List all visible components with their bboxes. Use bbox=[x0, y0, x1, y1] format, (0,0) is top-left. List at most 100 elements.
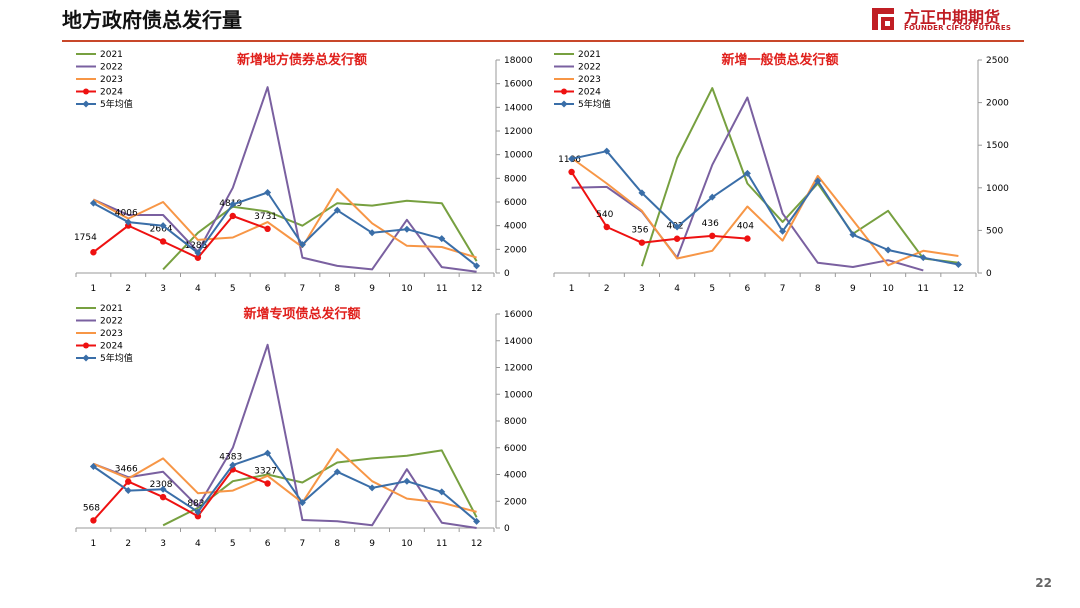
chart-title: 新增专项债总发行额 bbox=[243, 306, 360, 322]
y-tick-label: 10000 bbox=[504, 390, 533, 400]
data-label-2024: 1285 bbox=[184, 241, 207, 251]
x-tick-label: 7 bbox=[780, 284, 786, 294]
legend-item-2024: 2024 bbox=[76, 342, 123, 352]
legend-marker bbox=[83, 88, 89, 95]
data-label-2024: 568 bbox=[83, 503, 100, 513]
y-tick-label: 0 bbox=[504, 269, 510, 279]
data-point-2024 bbox=[159, 238, 167, 245]
legend-item-2022: 2022 bbox=[554, 63, 601, 73]
data-label-2024: 356 bbox=[631, 226, 648, 236]
y-tick-label: 500 bbox=[986, 226, 1003, 236]
data-point-5yr-avg bbox=[194, 508, 202, 516]
x-tick-label: 10 bbox=[401, 284, 413, 294]
series-line-2024 bbox=[92, 215, 268, 259]
series-line-2024 bbox=[92, 468, 268, 522]
data-point-5yr-avg bbox=[368, 229, 376, 237]
data-point-2024 bbox=[229, 212, 236, 220]
series-line-2022 bbox=[92, 86, 477, 273]
page-title: 地方政府债总发行量 bbox=[62, 8, 242, 32]
legend-label: 2021 bbox=[100, 304, 123, 314]
data-point-5yr-avg bbox=[403, 477, 411, 485]
legend-label: 2024 bbox=[578, 88, 601, 98]
data-point-2024 bbox=[90, 517, 97, 524]
legend-marker bbox=[83, 342, 89, 349]
legend-label: 2024 bbox=[100, 88, 123, 98]
data-point-5yr-avg bbox=[473, 517, 481, 525]
x-tick-label: 12 bbox=[471, 284, 482, 294]
data-point-5yr-avg bbox=[954, 260, 962, 268]
legend-label: 2023 bbox=[100, 75, 123, 85]
x-tick-label: 9 bbox=[369, 539, 375, 549]
series-line-2023 bbox=[571, 157, 959, 267]
y-tick-label: 6000 bbox=[504, 198, 527, 208]
data-point-5yr-avg bbox=[194, 249, 202, 257]
data-point-5yr-avg bbox=[568, 155, 576, 163]
data-label-2024: 1754 bbox=[74, 233, 97, 243]
data-point-5yr-avg bbox=[403, 225, 411, 233]
data-point-5yr-avg bbox=[298, 241, 306, 249]
x-tick-label: 8 bbox=[815, 284, 821, 294]
x-tick-label: 5 bbox=[230, 539, 236, 549]
x-tick-label: 7 bbox=[300, 284, 306, 294]
legend-label: 5年均值 bbox=[100, 98, 133, 110]
data-point-5yr-avg bbox=[124, 218, 132, 226]
data-label-2024: 883 bbox=[187, 499, 204, 509]
x-tick-label: 1 bbox=[569, 284, 575, 294]
legend-item-2023: 2023 bbox=[76, 75, 123, 85]
x-tick-label: 4 bbox=[195, 539, 201, 549]
data-label-2024: 4383 bbox=[219, 452, 242, 462]
data-label-2024: 3327 bbox=[254, 467, 277, 477]
data-label-2024: 2308 bbox=[150, 480, 173, 490]
x-tick-label: 7 bbox=[300, 539, 306, 549]
legend-item-2021: 2021 bbox=[554, 50, 601, 60]
chart-title: 新增地方债券总发行额 bbox=[237, 52, 367, 68]
data-point-5yr-avg bbox=[333, 468, 341, 476]
series-line-5年均值 bbox=[571, 150, 959, 266]
x-tick-label: 9 bbox=[850, 284, 856, 294]
data-point-2024 bbox=[603, 223, 610, 231]
legend-item-2023: 2023 bbox=[76, 329, 123, 339]
x-tick-label: 8 bbox=[334, 539, 340, 549]
data-point-5yr-avg bbox=[159, 485, 167, 493]
y-tick-label: 2500 bbox=[986, 56, 1009, 66]
data-point-2024 bbox=[568, 168, 575, 176]
data-label-2024: 404 bbox=[737, 222, 754, 232]
y-tick-label: 4000 bbox=[504, 222, 527, 232]
series-line-2021 bbox=[162, 449, 478, 527]
legend-label: 2024 bbox=[100, 342, 123, 352]
legend-item-5年均值: 5年均值 bbox=[76, 352, 133, 364]
y-tick-label: 0 bbox=[986, 269, 992, 279]
legend-label: 2022 bbox=[100, 63, 123, 73]
legend-item-2023: 2023 bbox=[554, 75, 601, 85]
data-point-2024 bbox=[159, 493, 167, 501]
y-tick-label: 2000 bbox=[504, 245, 527, 255]
legend-marker bbox=[561, 88, 567, 95]
x-tick-label: 9 bbox=[369, 284, 375, 294]
x-tick-label: 10 bbox=[882, 284, 894, 294]
data-point-2024 bbox=[264, 225, 271, 233]
series-line-2022 bbox=[571, 96, 924, 272]
series-line-2023 bbox=[92, 188, 477, 259]
data-point-5yr-avg bbox=[264, 449, 272, 457]
data-point-2024 bbox=[638, 239, 646, 246]
x-tick-label: 3 bbox=[160, 539, 166, 549]
data-point-5yr-avg bbox=[438, 488, 446, 496]
x-tick-label: 11 bbox=[436, 539, 447, 549]
x-tick-label: 11 bbox=[436, 284, 447, 294]
x-tick-label: 12 bbox=[471, 539, 482, 549]
legend-item-5年均值: 5年均值 bbox=[76, 98, 133, 110]
legend-label: 2021 bbox=[578, 50, 601, 60]
data-label-2024: 436 bbox=[702, 219, 719, 229]
data-point-5yr-avg bbox=[779, 227, 787, 235]
y-tick-label: 2000 bbox=[504, 497, 527, 507]
data-point-2024 bbox=[709, 232, 716, 240]
data-point-5yr-avg bbox=[708, 193, 716, 201]
x-tick-label: 4 bbox=[674, 284, 680, 294]
y-tick-label: 0 bbox=[504, 524, 510, 534]
y-tick-label: 2000 bbox=[986, 99, 1009, 109]
legend-item-2024: 2024 bbox=[554, 88, 601, 98]
legend-label: 5年均值 bbox=[578, 98, 611, 110]
data-point-2024 bbox=[194, 512, 202, 520]
legend-label: 2023 bbox=[578, 75, 601, 85]
